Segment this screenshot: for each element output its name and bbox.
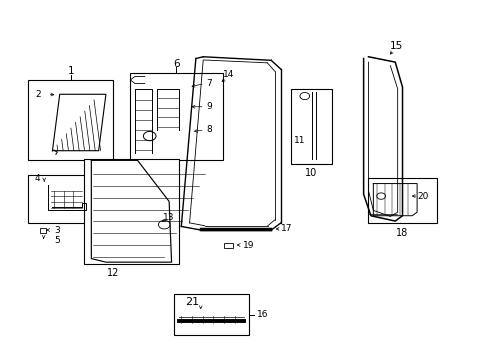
Text: 6: 6	[173, 59, 180, 69]
Text: 21: 21	[185, 297, 199, 307]
Bar	[224, 243, 233, 248]
Text: 1: 1	[67, 66, 74, 76]
Text: 14: 14	[223, 70, 234, 79]
Bar	[368, 178, 436, 223]
Text: 3: 3	[54, 225, 60, 234]
Bar	[290, 89, 331, 164]
Text: 20: 20	[417, 192, 428, 201]
Text: 2: 2	[35, 90, 41, 99]
Text: 10: 10	[305, 168, 317, 178]
Bar	[130, 73, 222, 160]
Polygon shape	[52, 96, 106, 151]
Text: 17: 17	[281, 224, 292, 233]
Text: 16: 16	[256, 310, 267, 319]
Bar	[28, 175, 99, 223]
Text: 9: 9	[206, 102, 212, 111]
Text: 11: 11	[294, 136, 305, 145]
Bar	[40, 228, 45, 233]
Text: 5: 5	[54, 236, 60, 245]
Text: 12: 12	[107, 268, 119, 278]
Bar	[174, 294, 249, 336]
Text: 8: 8	[206, 126, 212, 135]
Bar	[28, 80, 113, 160]
Text: 7: 7	[206, 79, 212, 88]
Text: 18: 18	[396, 228, 408, 238]
Text: 13: 13	[163, 213, 175, 222]
Text: 4: 4	[35, 174, 41, 183]
Text: 15: 15	[389, 41, 402, 51]
Bar	[84, 158, 179, 264]
Text: 19: 19	[242, 240, 254, 249]
